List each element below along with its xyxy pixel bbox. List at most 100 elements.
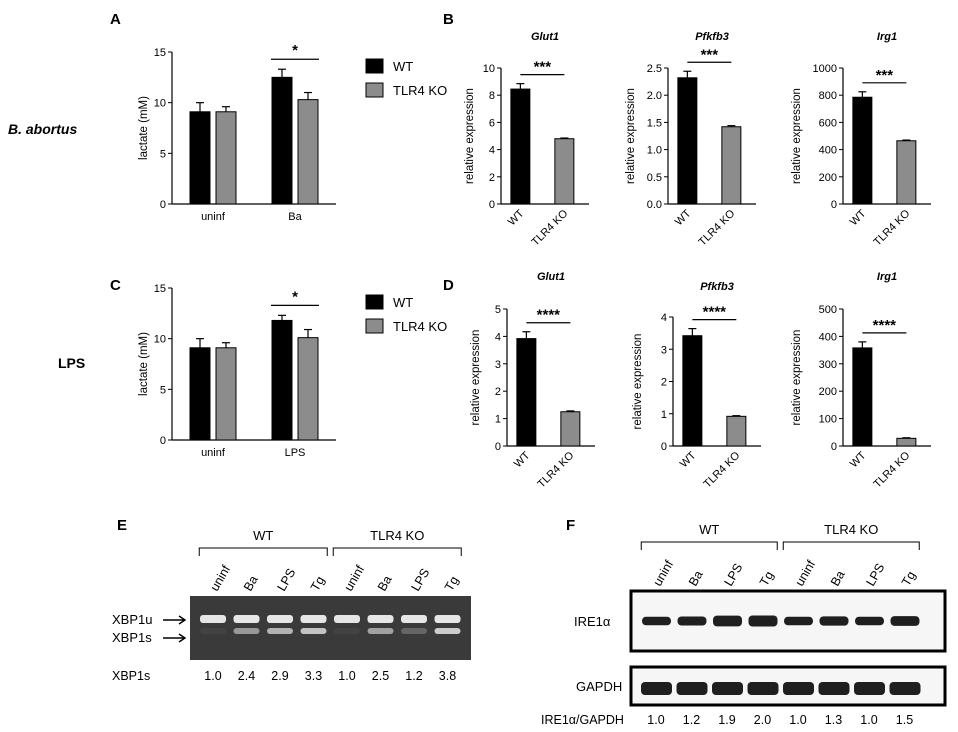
y-tick-label: 3	[661, 344, 667, 356]
x-tick-label: LPS	[285, 447, 306, 459]
legend-swatch-wt	[365, 294, 384, 310]
ire1-band	[677, 616, 707, 626]
xbp1u-band	[300, 615, 327, 623]
gapdh-band	[818, 682, 850, 695]
quant-value: 1.0	[204, 669, 221, 683]
group-label: WT	[253, 528, 273, 543]
ire1-band	[855, 616, 884, 626]
panel-label-c: C	[110, 277, 121, 294]
y-tick-label: 3	[495, 359, 501, 371]
y-tick-label: 2.0	[647, 90, 662, 102]
quant-value: 2.4	[238, 669, 255, 683]
lane-label: Ba	[686, 568, 706, 588]
bar	[554, 138, 575, 205]
xbp1u-band	[401, 615, 427, 623]
quant-value: 2.5	[372, 669, 389, 683]
quant-value: 1.0	[860, 713, 877, 727]
bar	[682, 335, 703, 447]
bar	[271, 319, 293, 441]
lane-label: Tg	[308, 574, 327, 594]
ire1-band	[890, 616, 920, 626]
chart-pfkfb3-lps: 0 1 2 3 4 relative expression Pfkfb3 WT TLR4 KO *…	[632, 281, 761, 491]
y-axis-label: relative expression	[791, 88, 803, 184]
x-tick-label: uninf	[201, 211, 226, 223]
quant-value: 1.0	[647, 713, 664, 727]
legend-top: WT TLR4 KO	[365, 58, 447, 98]
xbp1u-band	[267, 615, 293, 623]
lane-label: uninf	[650, 558, 676, 589]
lane-label: uninf	[792, 558, 818, 589]
legend-label-ko: TLR4 KO	[393, 83, 447, 98]
y-tick-label: 4	[489, 145, 495, 157]
x-tick-label: WT	[512, 449, 533, 470]
lane-label: uninf	[207, 563, 233, 594]
gapdh-band	[783, 682, 814, 695]
x-tick-label: WT	[673, 207, 694, 228]
y-tick-label: 1000	[813, 63, 837, 75]
legend-label-wt: WT	[393, 295, 413, 310]
ire1-band	[642, 616, 671, 626]
lane-label: Ba	[375, 573, 395, 593]
y-axis-label: relative expression	[625, 88, 637, 184]
bar	[721, 126, 742, 205]
y-tick-label: 200	[819, 386, 837, 398]
arrow-icon	[163, 633, 187, 643]
significance-label: ****	[703, 304, 727, 321]
bar	[297, 337, 319, 441]
ire1-band	[713, 615, 742, 627]
y-tick-label: 1.0	[647, 145, 662, 157]
group-bracket	[640, 541, 778, 550]
y-tick-label: 1.5	[647, 117, 662, 129]
panel-label-d: D	[443, 277, 454, 294]
chart-lactate-ba: 0 5 10 15 lactate (mM) uninf Ba *	[138, 42, 336, 223]
chart-title: Irg1	[877, 31, 897, 43]
lane-label: LPS	[274, 566, 298, 593]
quant-value: 1.3	[825, 713, 842, 727]
y-tick-label: 2.5	[647, 63, 662, 75]
y-tick-label: 10	[154, 98, 166, 110]
y-axis-label: relative expression	[632, 334, 644, 430]
chart-pfkfb3-ba: 0.0 0.5 1.0 1.5 2.0 2.5 relative expression Pfk…	[625, 31, 756, 249]
lane-label: LPS	[863, 561, 887, 588]
legend-label-ko: TLR4 KO	[393, 319, 447, 334]
chart-title: Irg1	[877, 271, 897, 283]
y-tick-label: 400	[819, 145, 837, 157]
y-tick-label: 2	[489, 172, 495, 184]
lane-label: uninf	[341, 563, 367, 594]
bar	[852, 96, 873, 205]
y-tick-label: 0	[831, 199, 837, 211]
bar	[189, 111, 211, 205]
y-tick-label: 0	[160, 199, 166, 211]
bar	[215, 111, 237, 205]
ire1-band	[784, 616, 813, 626]
y-axis-label: lactate (mM)	[138, 96, 150, 160]
group-label: WT	[699, 522, 719, 537]
chart-irg1-ba: 0 200 400 600 800 1000 relative expression Irg1…	[791, 31, 931, 249]
x-tick-label: Ba	[288, 211, 302, 223]
panel-label-b: B	[443, 11, 454, 28]
x-tick-label: TLR4 KO	[872, 207, 913, 248]
quant-value: 3.3	[305, 669, 322, 683]
y-tick-label: 300	[819, 359, 837, 371]
row-label-bottom: LPS	[58, 355, 85, 371]
bar	[271, 76, 293, 205]
bar	[896, 437, 917, 447]
quant-value: 2.0	[754, 713, 771, 727]
gapdh-band	[854, 682, 885, 695]
quant-value: 1.5	[896, 713, 913, 727]
x-tick-label: WT	[848, 207, 869, 228]
y-axis-label: relative expression	[791, 330, 803, 426]
xbp1u-band	[434, 615, 461, 623]
chart-title: Pfkfb3	[700, 281, 734, 293]
lane-label: Tg	[757, 569, 776, 589]
ire1-band	[819, 616, 849, 626]
y-tick-label: 4	[661, 312, 667, 324]
chart-title: Glut1	[531, 31, 559, 43]
row-label-top: B. abortus	[8, 121, 77, 137]
quant-value: 3.8	[439, 669, 456, 683]
band-label-xbp1s: XBP1s	[112, 630, 152, 645]
quant-value: 1.0	[338, 669, 355, 683]
ire1-band	[748, 615, 778, 627]
